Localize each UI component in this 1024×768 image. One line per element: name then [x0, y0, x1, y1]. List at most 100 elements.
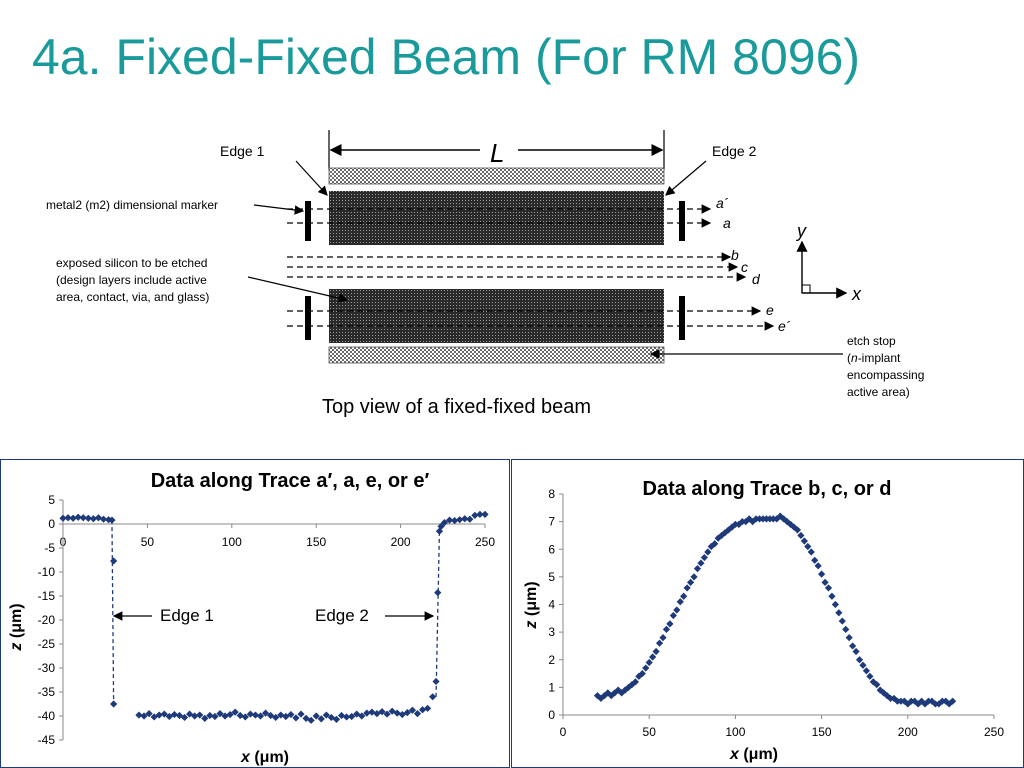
- chart-left-point: [241, 713, 249, 721]
- chart-left-point: [418, 706, 427, 714]
- chart-left-point: [261, 709, 270, 717]
- chart-right-point: [638, 669, 646, 678]
- exposed-silicon-top: [329, 191, 664, 245]
- chart-left-point: [451, 517, 459, 525]
- m2-marker-right-top: [679, 201, 685, 241]
- chart-right-ytick-label: 1: [548, 680, 555, 694]
- chart-right-point: [690, 573, 698, 581]
- edge1-label: Edge 1: [220, 143, 265, 159]
- edge2-label: Edge 2: [712, 143, 757, 159]
- chart-left-point: [408, 706, 417, 714]
- chart-left-point: [74, 513, 82, 521]
- chart-left-xtick-label: 50: [141, 535, 155, 549]
- chart-right-xtick-label: 150: [812, 725, 832, 739]
- chart-right-point: [697, 559, 705, 567]
- chart-right-ytick-label: 7: [548, 515, 555, 529]
- etch-note-line1: etch stop: [847, 334, 896, 348]
- etch-note-implant: -implant: [858, 351, 901, 365]
- chart-left-annot-edge1: Edge 1: [160, 606, 214, 625]
- chart-right-point: [862, 667, 871, 675]
- trace-label-b: b: [731, 247, 739, 263]
- chart-left-yticks: 5 0 -5 -10 -15 -20 -25 -30 -35 -40 -45: [38, 493, 63, 747]
- chart-left-point: [191, 712, 199, 720]
- chart-right-ytick-label: 5: [548, 570, 555, 584]
- chart-left-ylabel-var: z: [8, 643, 25, 652]
- chart-right-point: [611, 689, 619, 697]
- slide-title: 4a. Fixed-Fixed Beam (For RM 8096): [32, 29, 861, 85]
- chart-left-point: [461, 515, 469, 523]
- chart-left-ytick-label: -10: [38, 565, 56, 579]
- chart-left-ylabel-unit: (μm): [8, 603, 25, 642]
- edge1-pointer: [295, 160, 328, 196]
- chart-right-point: [645, 658, 653, 667]
- trace-label-e: e: [766, 302, 774, 318]
- chart-left-point: [302, 714, 310, 722]
- chart-right-point: [780, 515, 788, 523]
- chart-left-point: [267, 711, 275, 720]
- chart-right-xlabel: x (μm): [729, 746, 778, 763]
- chart-right-point: [855, 656, 864, 664]
- chart-right-ylabel-var: z: [523, 621, 540, 630]
- chart-left-point: [104, 516, 113, 524]
- chart-left-point: [180, 713, 189, 722]
- chart-left-xtick-label: 150: [306, 535, 326, 549]
- chart-right-point: [849, 642, 857, 650]
- etch-stop-bottom: [328, 346, 665, 364]
- chart-left-ylabel: z (μm): [8, 603, 25, 651]
- chart-left-point: [64, 514, 72, 522]
- chart-right-xtick-label: 0: [560, 725, 567, 739]
- chart-left-point: [282, 712, 290, 721]
- chart-left-point: [332, 715, 341, 723]
- chart-left-ytick-label: -5: [44, 541, 55, 555]
- axis-y-label: y: [795, 221, 807, 241]
- chart-left-edge-lines: [111, 520, 441, 705]
- chart-left-ytick-label: -30: [38, 661, 56, 675]
- chart-right-point: [911, 697, 919, 705]
- trace-label-a-prime: a´: [716, 195, 729, 211]
- etch-note-line4: active area): [847, 385, 910, 399]
- exposed-note-line1: exposed silicon to be etched: [56, 256, 207, 270]
- chart-left-ytick-label: 0: [48, 517, 55, 531]
- chart-left-ytick-label: -35: [38, 685, 56, 699]
- chart-right-xlabel-var: x: [729, 746, 740, 763]
- chart-left-point: [99, 515, 108, 523]
- chart-left-point: [272, 713, 280, 722]
- chart-left-point: [226, 710, 234, 719]
- chart-right-point: [666, 620, 674, 628]
- chart-left-title: Data along Trace a′, a, e, or e′: [151, 470, 430, 492]
- edge2-pointer: [665, 160, 707, 196]
- chart-right-ytick-label: 0: [548, 708, 555, 722]
- chart-right-point: [852, 647, 860, 656]
- exposed-pointer: [247, 276, 349, 303]
- chart-right-point: [917, 697, 926, 705]
- chart-right-ytick-label: 8: [548, 487, 555, 501]
- chart-left-point: [393, 709, 401, 717]
- chart-left-point: [337, 711, 346, 720]
- chart-right-point: [900, 697, 908, 705]
- axis-corner: [801, 284, 811, 294]
- chart-left-ytick-label: -15: [38, 589, 56, 603]
- chart-right-point: [797, 531, 805, 540]
- chart-left-xtick-label: 100: [222, 535, 242, 549]
- chart-right-yticks: 8 7 6 5 4 3 2 1 0: [548, 487, 563, 722]
- chart-right-ytick-label: 6: [548, 542, 555, 556]
- m2-marker-note: metal2 (m2) dimensional marker: [46, 198, 218, 212]
- trace-label-c: c: [741, 259, 748, 275]
- trace-label-d: d: [752, 271, 761, 287]
- exposed-note-line3: area, contact, via, and glass): [56, 290, 209, 304]
- beam-diagram: L a´ a b c d e e´ Edge 1 Edge 2 metal2 (…: [46, 130, 924, 418]
- chart-left-point: [140, 712, 148, 720]
- chart-left-point: [363, 709, 371, 717]
- chart-left-point: [246, 710, 254, 718]
- chart-left-point: [456, 516, 464, 524]
- chart-left-point: [312, 712, 320, 720]
- chart-right-point: [828, 592, 836, 600]
- etch-note-paren: (: [847, 351, 851, 365]
- etch-note-n: n: [851, 351, 858, 365]
- chart-left-point: [175, 711, 184, 720]
- chart-right-point: [890, 694, 898, 703]
- chart-left-ytick-label: -40: [38, 709, 56, 723]
- chart-right-point: [869, 678, 877, 686]
- chart-left-point: [69, 514, 77, 522]
- trace-label-e-prime: e´: [778, 318, 791, 334]
